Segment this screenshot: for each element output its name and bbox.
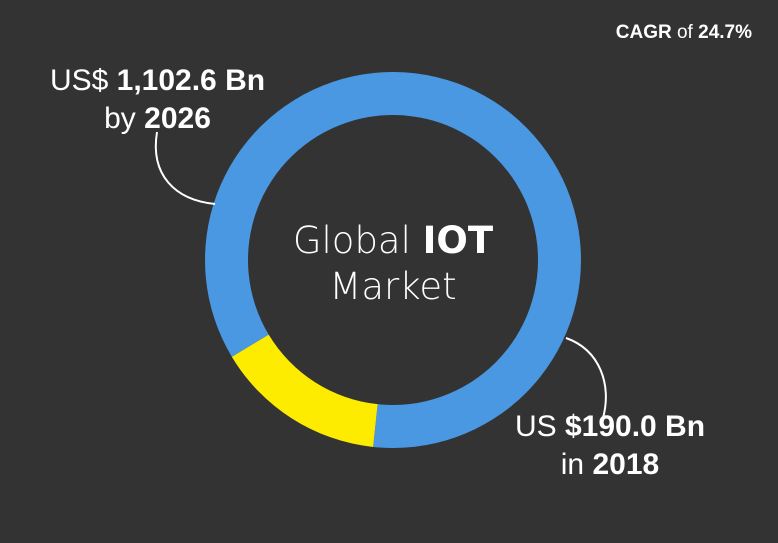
cagr-value: 24.7% — [698, 22, 752, 43]
donut-slice-2018 — [231, 334, 378, 447]
title-line2: Market — [329, 265, 457, 308]
data-label-2026: US$ 1,102.6 Bn by 2026 — [40, 62, 275, 138]
cagr-label: CAGR — [615, 22, 672, 43]
title-bold: IOT — [422, 219, 494, 262]
label-2026-prefix: US$ — [49, 64, 109, 97]
label-2018-in: in — [560, 448, 585, 481]
data-label-2018: US $190.0 Bn in 2018 — [500, 408, 720, 484]
label-2018-value: $190.0 Bn — [564, 410, 706, 443]
label-2026-value: 1,102.6 Bn — [116, 64, 266, 97]
cagr-of: of — [676, 22, 693, 43]
label-2026-by: by — [104, 102, 136, 135]
leader-line-2026 — [154, 131, 216, 205]
label-2026-year: 2026 — [144, 102, 211, 135]
chart-title: Global IOT Market — [258, 218, 528, 310]
label-2018-year: 2018 — [592, 448, 660, 481]
label-2018-prefix: US — [514, 410, 557, 443]
leader-line-2018 — [565, 337, 607, 419]
cagr-annotation: CAGR of 24.7% — [616, 22, 752, 44]
title-regular: Global — [292, 219, 411, 262]
